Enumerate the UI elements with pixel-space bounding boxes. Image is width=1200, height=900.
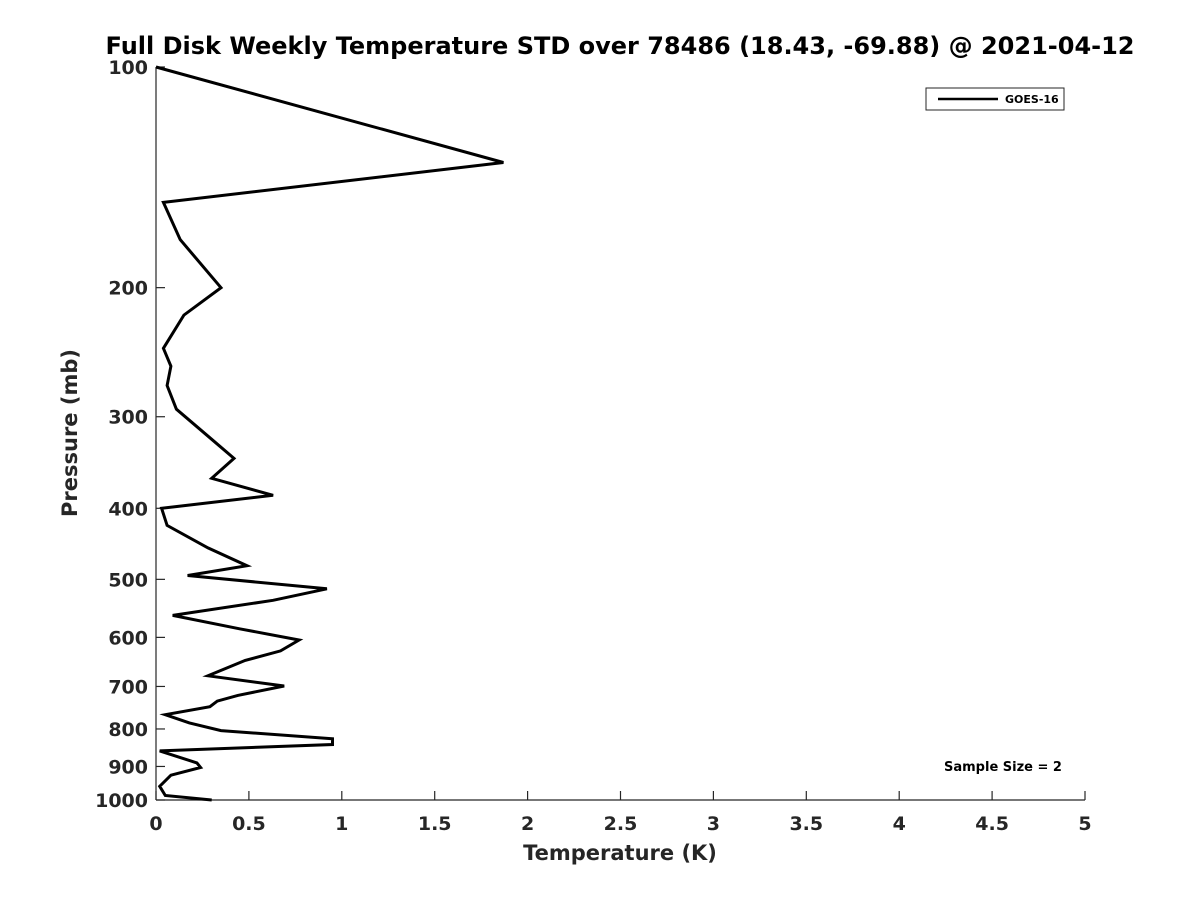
legend-entry-goes16: GOES-16 [1005, 93, 1059, 106]
y-tick-label: 400 [108, 498, 148, 520]
y-tick-label: 600 [108, 627, 148, 649]
x-tick-label: 1.5 [418, 813, 452, 835]
y-tick-label: 100 [108, 57, 148, 79]
x-tick-label: 4 [893, 813, 906, 835]
x-tick-label: 2.5 [604, 813, 638, 835]
x-tick-label: 0.5 [232, 813, 266, 835]
x-ticks: 0 0.5 1 1.5 2 2.5 3 3.5 4 4.5 5 [149, 791, 1092, 835]
x-axis-label: Temperature (K) [523, 841, 717, 865]
x-tick-label: 3 [707, 813, 720, 835]
y-tick-label: 700 [108, 676, 148, 698]
sample-size-annotation: Sample Size = 2 [944, 760, 1062, 775]
x-tick-label: 5 [1078, 813, 1091, 835]
y-tick-label: 200 [108, 278, 148, 300]
x-tick-label: 1 [335, 813, 348, 835]
y-axis-label: Pressure (mb) [58, 349, 82, 517]
series-line-goes16 [155, 65, 504, 802]
x-tick-label: 3.5 [789, 813, 823, 835]
y-tick-label: 1000 [95, 790, 148, 812]
plot-area: 0 0.5 1 1.5 2 2.5 3 3.5 4 4.5 5 100 200 300 400 500 600… [95, 57, 1092, 835]
y-tick-label: 900 [108, 756, 148, 778]
x-tick-label: 2 [521, 813, 534, 835]
chart-title: Full Disk Weekly Temperature STD over 78… [106, 32, 1135, 60]
y-ticks: 100 200 300 400 500 600 700 800 900 1000 [95, 57, 165, 812]
legend: GOES-16 [925, 87, 1065, 111]
y-tick-label: 300 [108, 407, 148, 429]
y-tick-label: 500 [108, 569, 148, 591]
x-tick-label: 4.5 [975, 813, 1009, 835]
series-layer [155, 65, 504, 802]
y-tick-label: 800 [108, 719, 148, 741]
x-tick-label: 0 [149, 813, 162, 835]
